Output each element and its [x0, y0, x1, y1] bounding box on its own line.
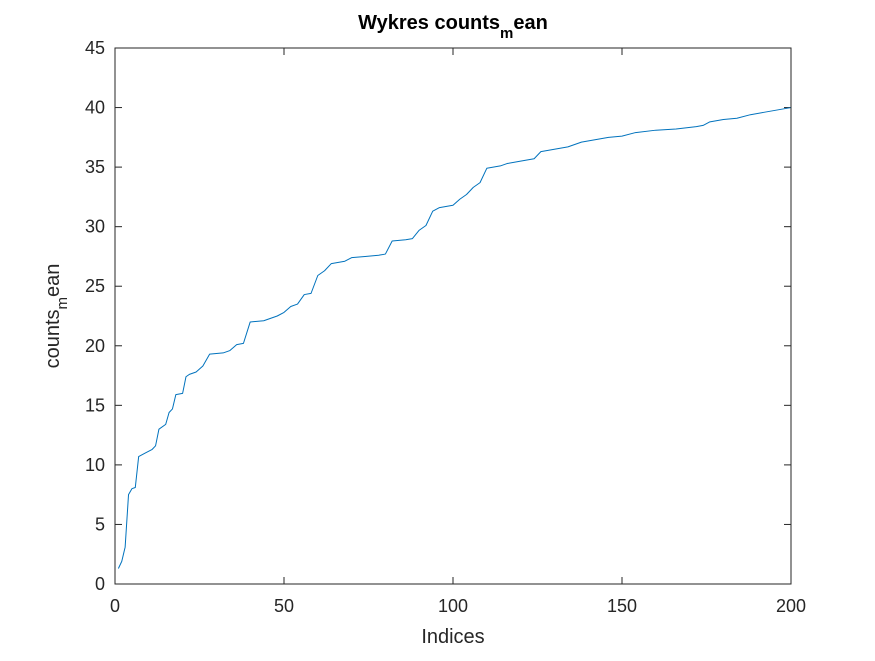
y-tick-label: 35 [85, 157, 105, 177]
y-tick-labels: 0 5 10 15 20 25 30 35 40 45 [85, 38, 105, 594]
x-tick-label: 50 [274, 596, 294, 616]
x-tick-label: 0 [110, 596, 120, 616]
series-group [117, 107, 792, 569]
y-tick-label: 5 [95, 514, 105, 534]
y-tick-label: 15 [85, 395, 105, 415]
x-tick-label: 200 [776, 596, 806, 616]
chart-title: Wykres countsmean [358, 12, 548, 42]
axes-box [114, 47, 792, 585]
y-tick-label: 20 [85, 336, 105, 356]
y-tick-label: 25 [85, 276, 105, 296]
y-axis-label: countsmean [42, 264, 71, 369]
y-tick-label: 45 [85, 38, 105, 58]
x-tick-labels: 0 50 100 150 200 [110, 596, 806, 616]
y-tick-label: 10 [85, 455, 105, 475]
plot-area [115, 48, 791, 584]
series-line [117, 107, 792, 569]
y-tick-label: 40 [85, 98, 105, 118]
x-tick-label: 100 [438, 596, 468, 616]
x-axis-label: Indices [421, 626, 484, 648]
y-tick-label: 30 [85, 217, 105, 237]
x-tick-label: 150 [607, 596, 637, 616]
y-tick-label: 0 [95, 574, 105, 594]
